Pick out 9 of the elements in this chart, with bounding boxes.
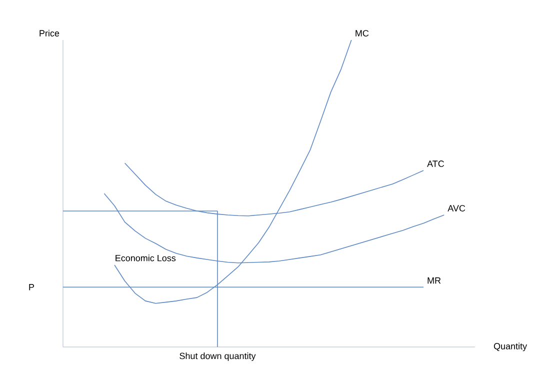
series-label: ATC bbox=[427, 160, 444, 167]
y-axis-title: Price bbox=[40, 30, 60, 36]
text: Shut down quantity bbox=[180, 352, 256, 361]
text: P bbox=[29, 284, 34, 290]
series-label: MR bbox=[428, 277, 441, 284]
series-label: MC bbox=[356, 30, 369, 36]
annotation: Economic Loss bbox=[116, 254, 176, 262]
series-label: AVC bbox=[448, 205, 466, 212]
x-axis-title: Quantity bbox=[494, 342, 528, 352]
